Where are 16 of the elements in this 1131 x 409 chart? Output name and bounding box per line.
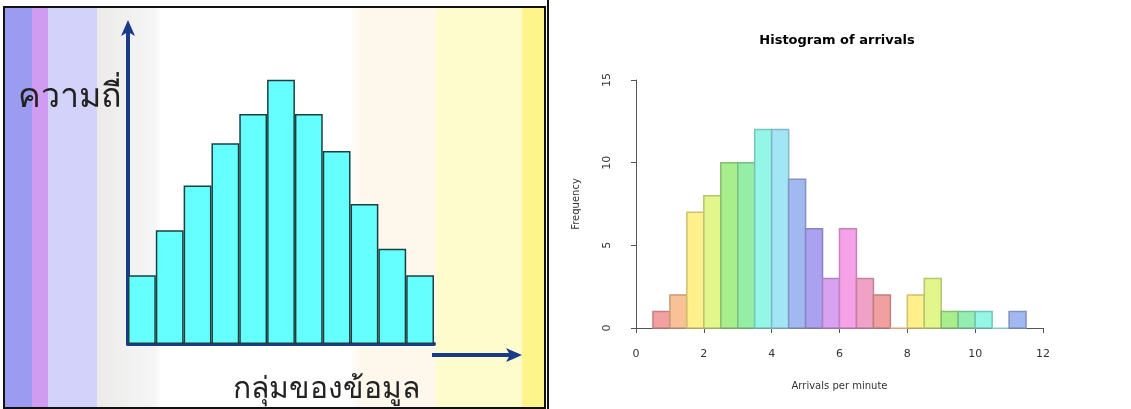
x-tick-label: 12 [1036, 347, 1050, 360]
y-tick-label: 0 [600, 324, 613, 332]
x-tick-label: 2 [700, 347, 708, 360]
x-axis-title: Arrivals per minute [791, 379, 888, 391]
x-tick-label: 8 [903, 347, 911, 360]
x-tick-label: 0 [632, 347, 640, 360]
y-tick-label: 10 [600, 155, 613, 170]
x-tick-label: 4 [768, 347, 776, 360]
x-tick-label: 6 [836, 347, 843, 360]
x-tick-label: 10 [968, 347, 983, 360]
y-tick-label: 5 [600, 241, 613, 249]
y-axis-title: ความถี่ [18, 72, 122, 115]
x-axis-title: กลุ่มของข้อมูล [232, 369, 420, 407]
y-tick-label: 15 [600, 73, 613, 87]
chart-title: Histogram of arrivals [759, 32, 915, 47]
y-axis-title: Frequency [569, 178, 581, 230]
